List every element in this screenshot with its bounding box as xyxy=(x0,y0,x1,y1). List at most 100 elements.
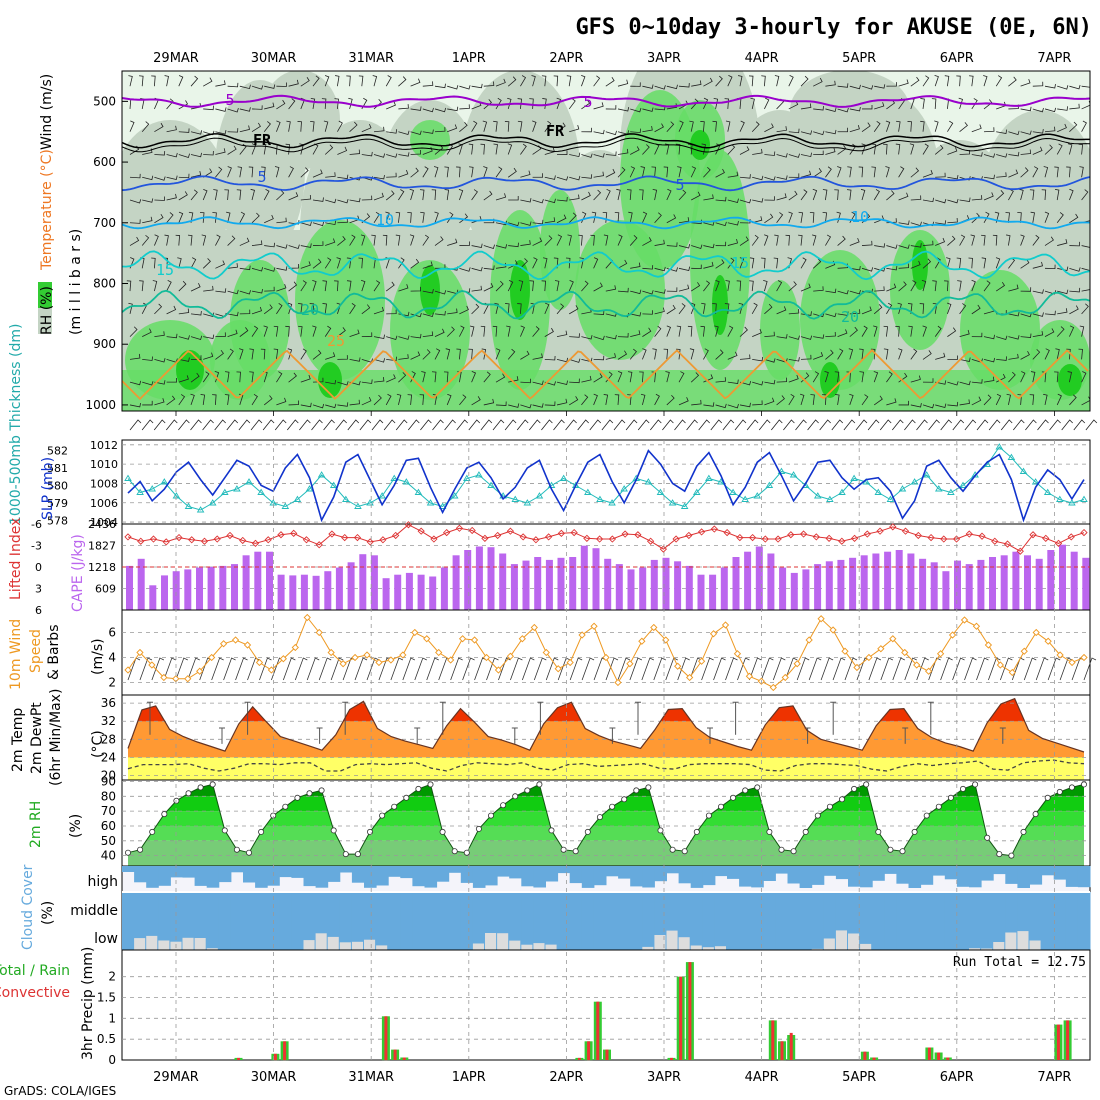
slp-panel-frame xyxy=(121,439,1091,525)
strip-barb-62 xyxy=(879,419,892,431)
cloud-high-43 xyxy=(642,866,655,888)
cape-bar-7 xyxy=(207,566,215,610)
wind-point-80 xyxy=(1080,653,1088,662)
upper-barb-257 xyxy=(337,120,343,132)
rh-point-34 xyxy=(536,781,543,788)
upper-barb-169 xyxy=(261,166,266,178)
thickness-point-63 xyxy=(886,495,895,502)
thickness-axis-label: 1000-500mb Thickness (dm) xyxy=(8,324,24,525)
upper-barb-804 xyxy=(776,280,783,292)
strip-barb-34 xyxy=(541,419,553,431)
rh-point-56 xyxy=(802,828,809,835)
upper-barb-438 xyxy=(480,143,485,155)
sfc-barb-73 xyxy=(999,657,1013,681)
upper-barb-922 xyxy=(874,243,886,248)
wind-point-69 xyxy=(948,631,957,639)
upper-barb-1056 xyxy=(983,211,990,223)
upper-barb-744 xyxy=(725,280,730,292)
upper-barb-774 xyxy=(749,280,754,292)
cloud-high-41 xyxy=(618,866,631,879)
thickness-point-14 xyxy=(293,495,302,502)
cloud-level-high: high xyxy=(87,874,118,890)
wind-point-36 xyxy=(554,665,562,673)
upper-barb-284 xyxy=(349,399,360,406)
upper-barb-1111 xyxy=(1032,107,1044,113)
upper-barb-324 xyxy=(385,281,395,292)
upper-barb-440 xyxy=(483,190,493,201)
upper-barb-1010 xyxy=(947,198,959,204)
upper-barb-1054 xyxy=(983,174,995,180)
cloud-high-24 xyxy=(412,866,425,887)
upper-barb-148 xyxy=(236,371,241,383)
upper-barb-1133 xyxy=(1044,264,1056,270)
contour-label-11: 20 xyxy=(841,308,859,326)
precip-ticks-2: 1 xyxy=(108,1011,116,1025)
upper-barb-452 xyxy=(493,120,498,132)
upper-barb-6 xyxy=(129,219,141,224)
thickness-point-24 xyxy=(414,488,423,495)
upper-barb-431 xyxy=(469,325,475,337)
strip-barb-60 xyxy=(855,419,868,431)
cloud-high-33 xyxy=(521,866,534,887)
upper-barb-232 xyxy=(312,241,324,246)
upper-barb-91 xyxy=(203,105,214,111)
upper-barb-555 xyxy=(581,75,586,87)
upper-barb-207 xyxy=(287,348,293,360)
upper-barb-698 xyxy=(691,264,702,270)
upper-barb-712 xyxy=(703,243,715,249)
strip-barb-45 xyxy=(674,419,686,431)
cloud-low-gap-58 xyxy=(823,938,835,950)
cape-bar-64 xyxy=(872,553,880,610)
upper-barb-250 xyxy=(322,303,327,314)
thickness-point-74 xyxy=(1019,467,1028,474)
upper-barb-703 xyxy=(690,372,700,383)
upper-barb-734 xyxy=(715,403,727,409)
upper-barb-951 xyxy=(898,220,910,225)
upper-barb-55 xyxy=(166,305,177,315)
upper-barb-655 xyxy=(654,307,665,315)
cloud-midlow-72 xyxy=(993,892,1006,950)
upper-barb-494 xyxy=(520,404,532,409)
cape-bar-68 xyxy=(919,558,927,610)
upper-barb-653 xyxy=(654,266,666,272)
upper-barb-11 xyxy=(129,326,138,337)
upper-barb-879 xyxy=(837,289,849,295)
upper-barb-1169 xyxy=(1069,394,1077,406)
upper-barb-487 xyxy=(520,240,531,246)
cloud-low-gap-75 xyxy=(1029,940,1041,950)
wind-point-15 xyxy=(303,613,311,622)
upper-barb-65 xyxy=(178,191,188,201)
wind-point-52 xyxy=(745,672,754,680)
sfc-barb-14 xyxy=(294,657,308,681)
upper-barb-175 xyxy=(263,304,273,315)
wind-point-78 xyxy=(1056,651,1064,659)
upper-barb-210 xyxy=(300,77,310,87)
upper-barb-1095 xyxy=(1020,78,1031,87)
upper-barb-976 xyxy=(920,98,925,110)
upper-barb-259 xyxy=(337,174,349,180)
upper-barb-188 xyxy=(276,266,288,271)
upper-barb-304 xyxy=(373,174,385,180)
upper-barb-973 xyxy=(910,375,921,383)
upper-barb-833 xyxy=(800,257,807,269)
wind-point-3 xyxy=(160,673,168,682)
upper-barb-334 xyxy=(398,169,409,178)
temp-ticks-0: 36 xyxy=(101,696,116,710)
upper-barb-444 xyxy=(483,283,494,292)
bottom-date-5: 3APR xyxy=(647,1070,681,1085)
li-point-28 xyxy=(481,534,489,542)
upper-barb-587 xyxy=(605,130,617,136)
strip-barb-38 xyxy=(589,419,602,431)
upper-barb-164 xyxy=(251,393,258,406)
li-point-69 xyxy=(1003,540,1012,548)
upper-barb-1090 xyxy=(1008,311,1020,317)
rh-point-35 xyxy=(548,827,555,834)
upper-barb-456 xyxy=(495,220,507,226)
upper-barb-926 xyxy=(873,325,878,337)
cloud-high-73 xyxy=(1005,866,1018,884)
upper-barb-328 xyxy=(386,374,396,383)
temp-label-1: 2m Temp xyxy=(10,708,26,772)
upper-barb-884 xyxy=(835,394,840,405)
upper-barb-248 xyxy=(324,257,332,269)
